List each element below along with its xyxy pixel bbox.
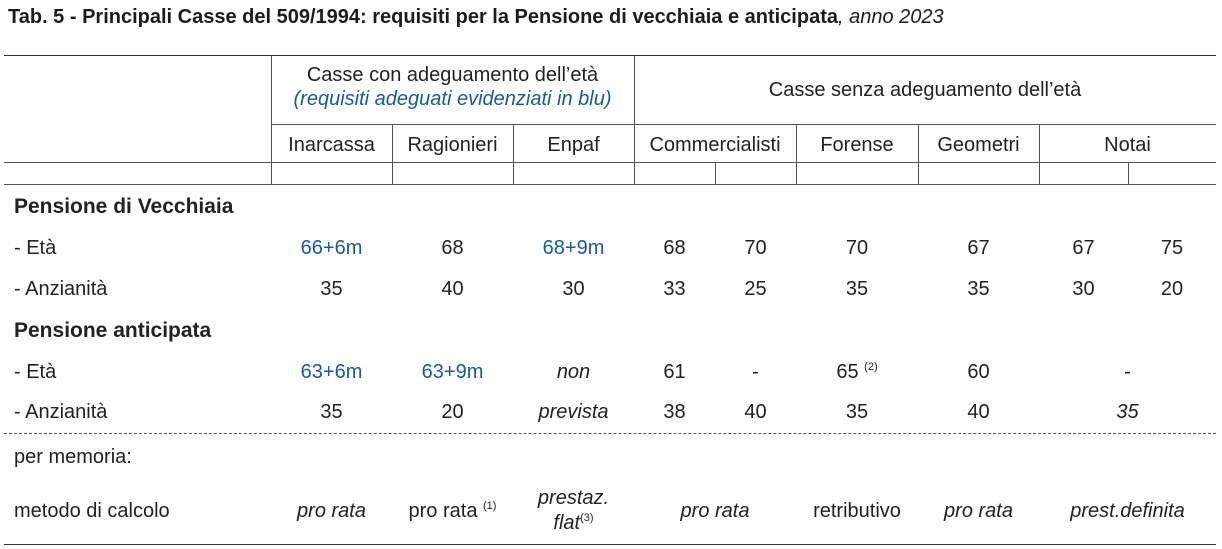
vecchiaia-eta-ragionieri: 68 bbox=[441, 237, 464, 259]
vecchiaia-anzianita-commercialisti-a: 33 bbox=[663, 278, 686, 300]
rule-subheader-bottom bbox=[4, 184, 1216, 185]
rule-dashed bbox=[4, 433, 1216, 434]
vecchiaia-anzianita-inarcassa: 35 bbox=[320, 278, 343, 300]
anticipata-anzianita-commercialisti-a: 38 bbox=[663, 401, 686, 423]
anticipata-anzianita-enpaf: prevista bbox=[538, 401, 609, 423]
metodo-inarcassa: pro rata bbox=[297, 500, 366, 522]
vecchiaia-anzianita-forense: 35 bbox=[845, 278, 869, 300]
anticipata-eta-inarcassa: 63+6m bbox=[300, 361, 363, 383]
metodo-notai: prest.definita bbox=[1070, 500, 1185, 522]
anticipata-eta-commercialisti-b: - bbox=[752, 361, 759, 383]
metodo-ragionieri: pro rata (1) bbox=[392, 499, 513, 523]
rule-header-mid bbox=[271, 124, 1216, 125]
vrule-notai-sub bbox=[1128, 163, 1129, 184]
col-header-notai: Notai bbox=[1104, 134, 1151, 156]
table-title-main: Tab. 5 - Principali Casse del 509/1994: … bbox=[8, 6, 838, 28]
anticipata-anzianita-notai: 35 bbox=[1116, 401, 1139, 423]
anticipata-anzianita-geometri: 40 bbox=[967, 401, 990, 423]
anticipata-eta-notai: - bbox=[1124, 361, 1131, 383]
rule-top bbox=[4, 55, 1216, 56]
vecchiaia-eta-inarcassa: 66+6m bbox=[300, 237, 363, 259]
row-label-anticipata-eta: - Età bbox=[14, 361, 57, 383]
metodo-enpaf-line2: flat bbox=[553, 512, 581, 534]
metodo-commercialisti: pro rata bbox=[680, 500, 750, 522]
metodo-enpaf: prestaz. flat(3) bbox=[513, 486, 634, 536]
vrule-group-divider bbox=[634, 56, 635, 184]
table-title: Tab. 5 - Principali Casse del 509/1994: … bbox=[8, 6, 944, 29]
vrule-commercialisti-sub bbox=[715, 163, 716, 184]
metodo-geometri: pro rata bbox=[944, 500, 1013, 522]
vecchiaia-anzianita-geometri: 35 bbox=[967, 278, 990, 300]
anticipata-eta-forense: 65 (2) bbox=[796, 360, 918, 384]
vrule-ragionieri bbox=[392, 125, 393, 184]
vecchiaia-eta-notai-a: 67 bbox=[1072, 237, 1095, 259]
row-label-anticipata-anzianita: - Anzianità bbox=[14, 401, 108, 423]
vecchiaia-anzianita-ragionieri: 40 bbox=[441, 278, 464, 300]
table-title-year: , anno 2023 bbox=[837, 6, 944, 28]
col-header-forense: Forense bbox=[820, 134, 894, 156]
section-pensione-anticipata: Pensione anticipata bbox=[14, 319, 212, 342]
rule-bottom bbox=[4, 544, 1216, 545]
vecchiaia-eta-geometri: 67 bbox=[967, 237, 990, 259]
row-label-metodo-calcolo: metodo di calcolo bbox=[14, 500, 170, 522]
anticipata-eta-forense-value: 65 bbox=[836, 361, 859, 383]
col-header-enpaf: Enpaf bbox=[547, 134, 600, 156]
row-label-per-memoria: per memoria: bbox=[14, 446, 132, 468]
vecchiaia-eta-notai-b: 75 bbox=[1160, 237, 1184, 259]
vecchiaia-eta-commercialisti-a: 68 bbox=[663, 237, 686, 259]
group-with-note: (requisiti adeguati evidenziati in blu) bbox=[293, 88, 612, 110]
rule-header-bottom bbox=[4, 162, 1216, 163]
metodo-enpaf-line1: prestaz. bbox=[537, 487, 610, 509]
group-header-without-adjustment: Casse senza adeguamento dell’età bbox=[768, 79, 1082, 101]
row-label-vecchiaia-anzianita: - Anzianità bbox=[14, 278, 108, 300]
vrule-notai bbox=[1039, 125, 1040, 184]
vecchiaia-eta-commercialisti-b: 70 bbox=[744, 237, 767, 259]
metodo-ragionieri-value: pro rata bbox=[408, 500, 478, 522]
anticipata-anzianita-inarcassa: 35 bbox=[320, 401, 343, 423]
footnote-ref-3: (3) bbox=[580, 512, 594, 524]
row-label-vecchiaia-eta: - Età bbox=[14, 237, 57, 259]
anticipata-eta-commercialisti-a: 61 bbox=[663, 361, 686, 383]
anticipata-anzianita-forense: 35 bbox=[845, 401, 869, 423]
anticipata-eta-enpaf: non bbox=[556, 361, 591, 383]
vecchiaia-anzianita-notai-b: 20 bbox=[1160, 278, 1184, 300]
vrule-geometri bbox=[918, 125, 919, 184]
vrule-left bbox=[271, 56, 272, 184]
vrule-enpaf bbox=[513, 125, 514, 184]
metodo-enpaf-line2-wrap: flat(3) bbox=[513, 511, 634, 536]
anticipata-anzianita-commercialisti-b: 40 bbox=[744, 401, 767, 423]
col-header-ragionieri: Ragionieri bbox=[407, 134, 498, 156]
group-with-label: Casse con adeguamento dell’età bbox=[306, 64, 599, 86]
vrule-forense bbox=[796, 125, 797, 184]
col-header-commercialisti: Commercialisti bbox=[649, 134, 781, 156]
anticipata-eta-geometri: 60 bbox=[967, 361, 990, 383]
anticipata-eta-ragionieri: 63+9m bbox=[421, 361, 484, 383]
anticipata-anzianita-ragionieri: 20 bbox=[441, 401, 464, 423]
col-header-inarcassa: Inarcassa bbox=[288, 134, 375, 156]
vecchiaia-eta-forense: 70 bbox=[845, 237, 869, 259]
vecchiaia-anzianita-notai-a: 30 bbox=[1072, 278, 1095, 300]
section-pensione-vecchiaia: Pensione di Vecchiaia bbox=[14, 195, 234, 218]
footnote-ref-2: (2) bbox=[864, 361, 878, 373]
vecchiaia-anzianita-enpaf: 30 bbox=[562, 278, 585, 300]
vecchiaia-eta-enpaf: 68+9m bbox=[542, 237, 605, 259]
vecchiaia-anzianita-commercialisti-b: 25 bbox=[744, 278, 767, 300]
metodo-forense: retributivo bbox=[813, 500, 901, 522]
footnote-ref-1: (1) bbox=[483, 500, 497, 512]
col-header-geometri: Geometri bbox=[937, 134, 1020, 156]
group-header-with-adjustment: Casse con adeguamento dell’età (requisit… bbox=[271, 63, 634, 111]
